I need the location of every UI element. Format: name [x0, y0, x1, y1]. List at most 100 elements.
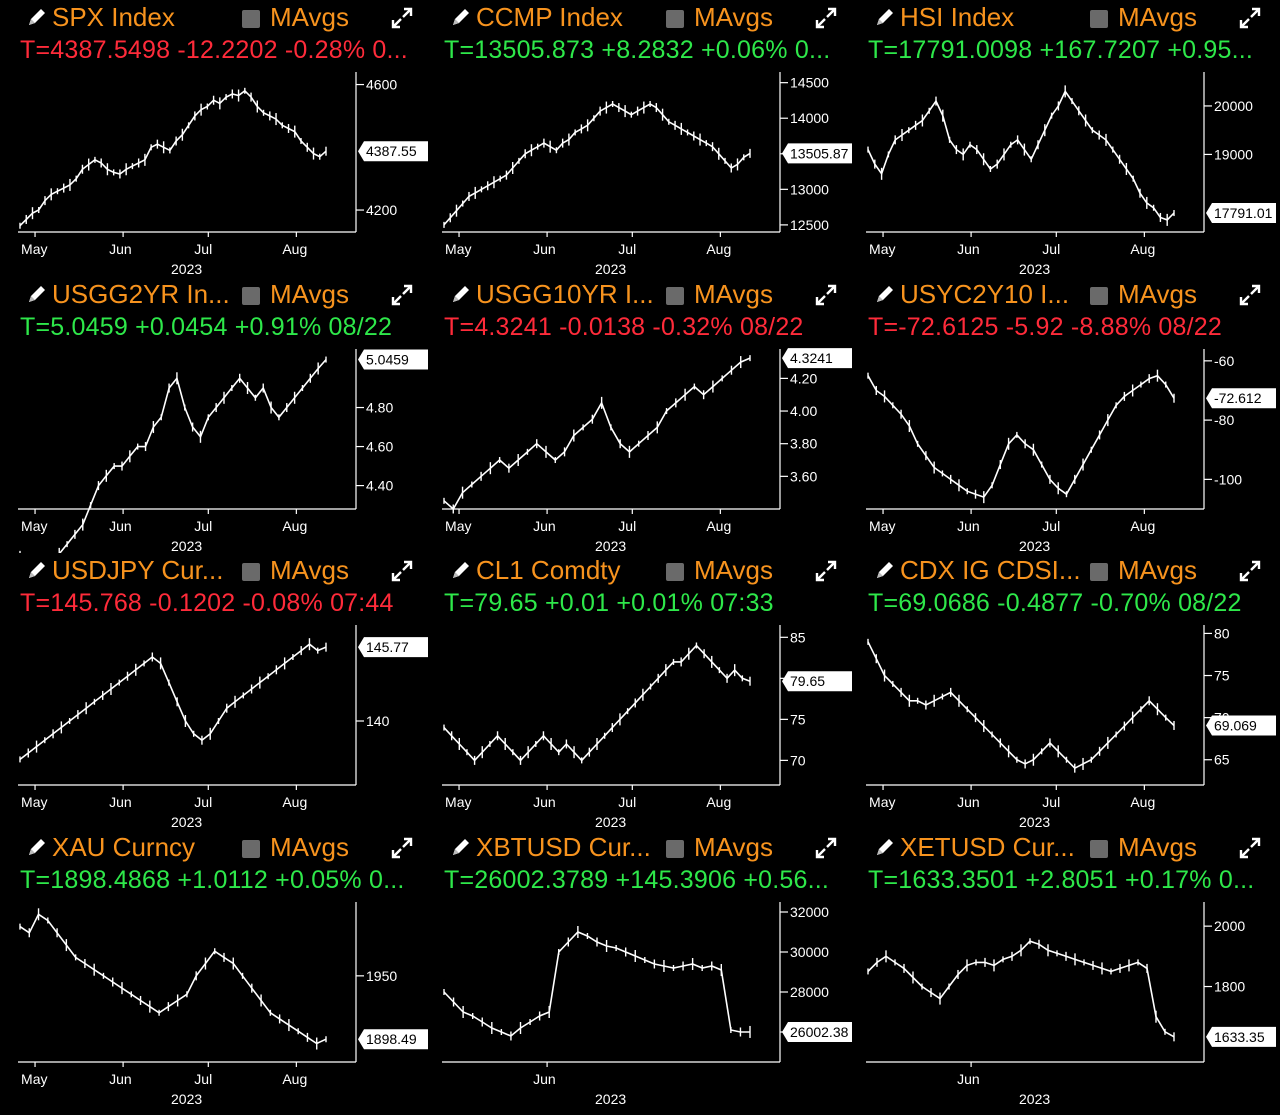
expand-arrows-icon[interactable]: [390, 6, 414, 35]
mavgs-label[interactable]: MAvgs: [270, 2, 349, 32]
last-value-label: 69.069: [1214, 717, 1257, 733]
x-tick-label: Jul: [618, 241, 636, 257]
ticker-label[interactable]: USGG2YR In...: [52, 279, 230, 309]
pencil-icon[interactable]: [874, 6, 896, 33]
pencil-icon[interactable]: [450, 559, 472, 586]
panel-header: CL1 Comdty MAvgs: [432, 553, 856, 589]
pencil-icon[interactable]: [26, 836, 48, 863]
mavgs-label[interactable]: MAvgs: [1118, 2, 1197, 32]
mavgs-label[interactable]: MAvgs: [694, 832, 773, 862]
y-tick-label: 4.80: [366, 400, 393, 416]
x-tick-label: Aug: [1130, 241, 1155, 257]
panel-header: XETUSD Cur... MAvgs: [856, 830, 1280, 866]
expand-arrows-icon[interactable]: [814, 836, 838, 865]
square-toggle-icon[interactable]: [1090, 840, 1108, 858]
mavgs-label[interactable]: MAvgs: [270, 279, 349, 309]
chart-panel: USGG2YR In... MAvgs T=5.0459 +0.0454 +0.91…: [8, 277, 432, 553]
ticker-label[interactable]: USGG10YR I...: [476, 279, 654, 309]
panel-header: XAU Curncy MAvgs: [8, 830, 432, 866]
ticker-label[interactable]: HSI Index: [900, 2, 1015, 32]
expand-arrows-icon[interactable]: [390, 283, 414, 312]
x-tick-label: Jul: [194, 1071, 212, 1087]
pencil-icon[interactable]: [450, 6, 472, 33]
y-tick-label: 2000: [1214, 918, 1245, 934]
x-tick-label: May: [21, 1071, 47, 1087]
expand-arrows-icon[interactable]: [814, 283, 838, 312]
y-tick-label: 14500: [790, 75, 829, 91]
ticker-label[interactable]: CL1 Comdty: [476, 555, 621, 585]
expand-arrows-icon[interactable]: [814, 559, 838, 588]
mavgs-label[interactable]: MAvgs: [270, 555, 349, 585]
chart-panel: CCMP Index MAvgs T=13505.873 +8.2832 +0.06…: [432, 0, 856, 276]
pencil-icon[interactable]: [26, 559, 48, 586]
expand-arrows-icon[interactable]: [1238, 283, 1262, 312]
x-year-label: 2023: [1019, 261, 1050, 276]
chart-panel: XETUSD Cur... MAvgs T=1633.3501 +2.8051 +0…: [856, 830, 1280, 1106]
pencil-icon[interactable]: [874, 559, 896, 586]
last-value-box: [358, 141, 428, 162]
expand-arrows-icon[interactable]: [390, 836, 414, 865]
mavgs-label[interactable]: MAvgs: [694, 279, 773, 309]
last-value-tag: 69.069: [1206, 715, 1276, 736]
chart-panel: USGG10YR I... MAvgs T=4.3241 -0.0138 -0.32…: [432, 277, 856, 553]
square-toggle-icon[interactable]: [1090, 563, 1108, 581]
square-toggle-icon[interactable]: [242, 840, 260, 858]
quote-line: T=17791.0098 +167.7207 +0.95...: [868, 36, 1254, 64]
last-value-label: 4387.55: [366, 143, 417, 159]
square-toggle-icon[interactable]: [666, 840, 684, 858]
y-tick-label: -80: [1214, 412, 1234, 428]
last-value-tag: 4387.55: [358, 141, 428, 162]
pencil-icon[interactable]: [26, 6, 48, 33]
x-tick-label: Jun: [533, 794, 556, 810]
square-toggle-icon[interactable]: [666, 563, 684, 581]
square-toggle-icon[interactable]: [242, 10, 260, 28]
mavgs-label[interactable]: MAvgs: [1118, 555, 1197, 585]
pencil-icon[interactable]: [874, 283, 896, 310]
mavgs-label[interactable]: MAvgs: [1118, 279, 1197, 309]
expand-arrows-icon[interactable]: [1238, 559, 1262, 588]
ticker-label[interactable]: XBTUSD Cur...: [476, 832, 651, 862]
last-value-box: [358, 349, 428, 370]
last-value-tag: 1633.35: [1206, 1026, 1276, 1047]
x-year-label: 2023: [171, 261, 202, 276]
mavgs-label[interactable]: MAvgs: [270, 832, 349, 862]
ticker-label[interactable]: USDJPY Cur...: [52, 555, 224, 585]
y-tick-label: 140: [366, 713, 390, 729]
square-toggle-icon[interactable]: [1090, 10, 1108, 28]
ticker-label[interactable]: CDX IG CDSI...: [900, 555, 1081, 585]
ticker-label[interactable]: CCMP Index: [476, 2, 623, 32]
square-toggle-icon[interactable]: [1090, 287, 1108, 305]
mavgs-label[interactable]: MAvgs: [694, 555, 773, 585]
pencil-icon[interactable]: [26, 283, 48, 310]
x-tick-label: May: [445, 518, 471, 534]
ticker-label[interactable]: USYC2Y10 I...: [900, 279, 1070, 309]
x-tick-label: Aug: [282, 794, 307, 810]
square-toggle-icon[interactable]: [666, 287, 684, 305]
expand-arrows-icon[interactable]: [1238, 836, 1262, 865]
square-toggle-icon[interactable]: [242, 287, 260, 305]
y-tick-label: 80: [1214, 625, 1230, 641]
last-value-tag: 17791.01: [1206, 203, 1276, 224]
x-tick-label: Jun: [109, 241, 132, 257]
mavgs-label[interactable]: MAvgs: [1118, 832, 1197, 862]
ticker-label[interactable]: SPX Index: [52, 2, 175, 32]
square-toggle-icon[interactable]: [666, 10, 684, 28]
x-tick-label: Jun: [109, 1071, 132, 1087]
last-value-box: [782, 143, 852, 164]
ticker-label[interactable]: XAU Curncy: [52, 832, 196, 862]
expand-arrows-icon[interactable]: [390, 559, 414, 588]
expand-arrows-icon[interactable]: [814, 6, 838, 35]
pencil-icon[interactable]: [450, 283, 472, 310]
square-toggle-icon[interactable]: [242, 563, 260, 581]
y-tick-label: 19000: [1214, 146, 1253, 162]
expand-arrows-icon[interactable]: [1238, 6, 1262, 35]
y-tick-label: 1800: [1214, 979, 1245, 995]
mavgs-label[interactable]: MAvgs: [694, 2, 773, 32]
pencil-icon[interactable]: [874, 836, 896, 863]
y-tick-label: -60: [1214, 353, 1234, 369]
pencil-icon[interactable]: [450, 836, 472, 863]
last-value-box: [1206, 203, 1276, 224]
last-value-label: 5.0459: [366, 352, 409, 368]
chart-panel: XBTUSD Cur... MAvgs T=26002.3789 +145.3906…: [432, 830, 856, 1106]
ticker-label[interactable]: XETUSD Cur...: [900, 832, 1075, 862]
